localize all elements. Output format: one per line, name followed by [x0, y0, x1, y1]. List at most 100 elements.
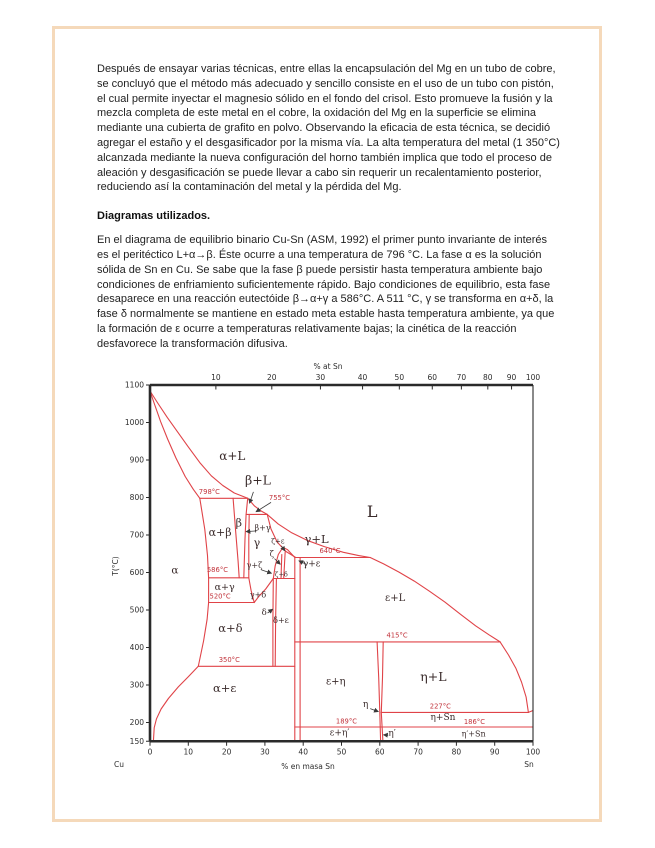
x-tick-label: 100 [526, 747, 541, 756]
phase-label-β+L: β+L [245, 472, 271, 487]
phase-label-ε+η: ε+η [326, 677, 346, 688]
phase-label-η′+Sn: η′+Sn [462, 729, 486, 738]
x-tick-label: 0 [148, 747, 153, 756]
temp-label-520°C: 520°C [210, 592, 231, 600]
boundary-alpha-delta-left [197, 601, 210, 667]
paragraph-cusn-diagram: En el diagrama de equilibrio binario Cu-… [97, 234, 555, 350]
y-tick-label: 900 [130, 456, 145, 465]
text-content: Después de ensayar varias técnicas, entr… [97, 62, 561, 352]
boundary-zeta-left [280, 553, 283, 580]
x-tick-label: 10 [184, 747, 194, 756]
annotation-arrow [245, 528, 257, 534]
diagram-labels: α+L Lβ+L α+β β β+γ γ γ+L α α+γ γ+δ ζ ζ+ε γ+ζ ζ+δ γ+ε δδ… [171, 449, 485, 739]
bottom-axis-title: % en masa Sn [281, 762, 335, 771]
x-tick-label: 20 [222, 747, 232, 756]
corner-label-cu: Cu [114, 760, 124, 769]
top-tick-label: 100 [526, 373, 541, 382]
phase-boundaries [149, 390, 534, 742]
axis-ticks-and-labels: 0 10 20 30 40 50 60 70 80 90 100 10 20 30 40 50 60 70 80 90… [111, 362, 540, 771]
temp-label-415°C: 415°C [386, 631, 407, 639]
boundary-liquidus-3 [266, 513, 371, 559]
annotation-arrow [274, 558, 281, 565]
x-tick-label: 70 [413, 747, 423, 756]
x-tick-label: 80 [452, 747, 462, 756]
phase-label-α+β: α+β [209, 526, 232, 539]
phase-label-η+Sn: η+Sn [431, 713, 456, 723]
top-tick-label: 60 [427, 373, 437, 382]
phase-label-α+ε: α+ε [213, 681, 236, 695]
boundary-liquidus-5 [499, 641, 529, 713]
phase-label-γ+ζ: γ+ζ [247, 561, 263, 570]
phase-label-α: α [171, 565, 178, 577]
annotation-arrow [248, 491, 254, 504]
boundary-beta-right [243, 497, 249, 579]
phase-label-β+γ: β+γ [255, 524, 271, 533]
boundary-alpha-solvus [152, 665, 199, 742]
y-tick-label: 1000 [125, 418, 144, 427]
section-heading: Diagramas utilizados. [97, 210, 211, 223]
phase-label-γ+δ: γ+δ [250, 590, 266, 599]
y-tick-label: 300 [130, 681, 145, 690]
phase-label-δ+ε: δ+ε [273, 616, 289, 625]
phase-label-L: L [367, 502, 378, 521]
annotation-arrow [298, 560, 307, 565]
y-axis-title: T(°C) [111, 556, 120, 576]
x-tick-label: 60 [375, 747, 385, 756]
boundary-alpha-right [199, 497, 210, 604]
y-tick-label: 150 [130, 737, 145, 746]
page-border [52, 26, 602, 822]
annotation-arrow [280, 545, 286, 552]
paragraph-encapsulation: Después de ensayar varias técnicas, entr… [97, 63, 560, 194]
y-tick-label: 500 [130, 606, 145, 615]
phase-label-ζ+δ: ζ+δ [275, 571, 288, 579]
phase-label-η: η [363, 700, 368, 710]
top-tick-label: 40 [358, 373, 368, 382]
temp-label-798°C: 798°C [199, 488, 220, 496]
top-tick-label: 20 [267, 373, 277, 382]
top-tick-label: 50 [395, 373, 405, 382]
x-tick-label: 50 [337, 747, 347, 756]
phase-label-δ: δ [262, 608, 267, 618]
x-tick-label: 30 [260, 747, 270, 756]
phase-label-η′: η′ [388, 729, 395, 739]
top-tick-label: 90 [507, 373, 517, 382]
phase-label-γ+L: γ+L [305, 532, 330, 546]
annotation-arrow [267, 608, 274, 614]
temp-label-586°C: 586°C [207, 566, 228, 574]
y-tick-label: 1100 [125, 381, 144, 390]
y-tick-label: 600 [130, 568, 145, 577]
cu-sn-phase-diagram: 0 10 20 30 40 50 60 70 80 90 100 10 20 30 40 50 60 70 80 90… [108, 358, 548, 778]
y-tick-label: 200 [130, 718, 145, 727]
top-tick-label: 10 [211, 373, 221, 382]
temp-label-755°C: 755°C [269, 494, 290, 502]
boundary-gamma-delta-diagonal [253, 577, 274, 604]
y-tick-label: 800 [130, 493, 145, 502]
phase-label-γ+ε: γ+ε [303, 560, 321, 570]
phase-label-ζ: ζ [270, 549, 275, 558]
phase-diagram-svg: 0 10 20 30 40 50 60 70 80 90 100 10 20 30 40 50 60 70 80 90… [111, 362, 540, 771]
phase-label-β: β [236, 516, 242, 529]
x-tick-label: 90 [490, 747, 500, 756]
boundary-liquidus-cu [149, 390, 249, 499]
temp-label-640°C: 640°C [319, 547, 340, 555]
temp-label-227°C: 227°C [430, 702, 451, 710]
phase-label-α+δ: α+δ [218, 621, 242, 635]
phase-label-α+L: α+L [219, 449, 245, 463]
annotation-arrow [370, 707, 380, 713]
x-tick-label: 40 [298, 747, 308, 756]
y-tick-label: 700 [130, 531, 145, 540]
top-tick-label: 70 [457, 373, 467, 382]
boundary-beta-left [232, 497, 240, 579]
boundary-liquidus-6 [527, 709, 534, 713]
y-tick-label: 400 [130, 643, 145, 652]
boundary-eta-right [380, 641, 384, 742]
phase-label-η+L: η+L [420, 669, 446, 684]
boundary-liquidus-4 [369, 556, 501, 643]
boundary-zeta-right [283, 550, 286, 580]
top-tick-label: 80 [483, 373, 493, 382]
temp-label-189°C: 189°C [336, 717, 357, 725]
temp-label-350°C: 350°C [219, 656, 240, 664]
phase-label-γ: γ [254, 537, 261, 550]
phase-label-α+γ: α+γ [215, 582, 235, 593]
